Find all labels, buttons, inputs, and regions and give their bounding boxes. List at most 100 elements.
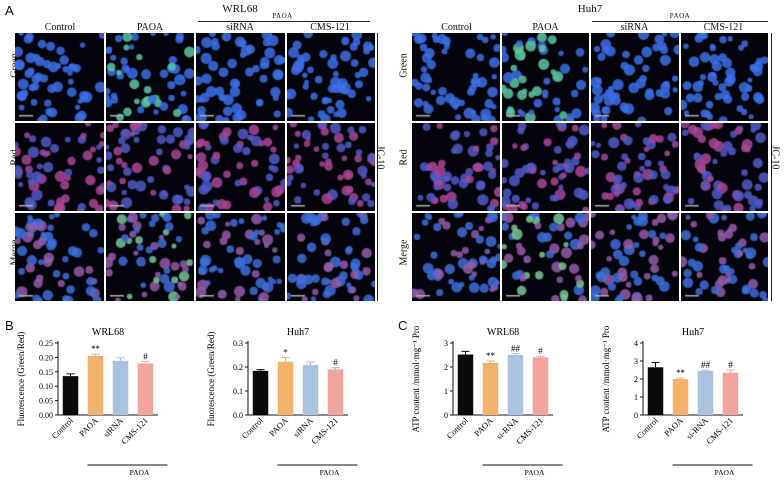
significance-mark: # xyxy=(538,346,543,356)
micrograph-image xyxy=(680,213,768,301)
micrograph-image xyxy=(412,123,500,211)
bar-paoa xyxy=(87,355,104,415)
panel-a-left-paoa-label: PAOA xyxy=(272,12,293,20)
col-label-paoa-huh7: PAOA xyxy=(532,22,559,33)
significance-mark: # xyxy=(728,360,733,370)
micrograph-image xyxy=(15,123,104,211)
bar-cms121 xyxy=(722,372,739,415)
micrograph-image xyxy=(105,33,194,121)
micrograph-merge-cms121 xyxy=(680,213,768,301)
chart-b-huh7: Huh7 Fluorescence (Green/Red) 0.0 0.1 0.2 0.3… xyxy=(206,327,358,477)
row-label-green-huh7: Green xyxy=(398,53,410,78)
y-tick-label: 1 xyxy=(634,393,638,402)
chart-title: Huh7 xyxy=(682,327,704,338)
chart-c-wrl68: WRL68 ATP content /mmol·mg⁻¹ Pro 0 1 2 3 Contr… xyxy=(411,325,563,477)
panel-a-right-paoa-label: PAOA xyxy=(669,12,691,20)
micrograph-image xyxy=(15,213,104,301)
y-tick-label: 0.2 xyxy=(233,363,243,372)
col-label-control-huh7: Control xyxy=(441,22,472,33)
col-label-paoa: PAOA xyxy=(136,22,164,33)
significance-mark: * xyxy=(283,347,288,357)
micrograph-red-paoa xyxy=(501,123,589,211)
micrograph-image xyxy=(501,213,589,301)
col-label-sirna: siRNA xyxy=(226,22,254,33)
chart-title: Huh7 xyxy=(287,327,309,338)
y-tick-label: 0.0 xyxy=(233,411,243,420)
micrograph-image xyxy=(591,213,679,301)
paoa-bracket-label: PAOA xyxy=(715,468,735,477)
panel-a-right-title: Huh7 xyxy=(577,3,603,15)
x-tick-label: CMS-121 xyxy=(309,415,340,446)
micrograph-image xyxy=(15,33,104,121)
x-tick-label: CMS-121 xyxy=(119,415,150,446)
micrograph-image xyxy=(412,33,500,121)
y-tick-label: 0.15 xyxy=(39,368,53,377)
bar-sirna xyxy=(302,365,319,415)
x-tick-label: PAOA xyxy=(267,415,290,438)
x-tick-label: PAOA xyxy=(77,415,100,438)
paoa-bracket-label: PAOA xyxy=(130,468,150,477)
y-tick-label: 0.05 xyxy=(39,397,53,406)
significance-mark: ** xyxy=(486,351,496,361)
col-label-control: Control xyxy=(44,22,76,33)
micrograph-image xyxy=(286,33,375,121)
micrograph-green-sirna xyxy=(591,33,679,121)
y-tick-label: 0.20 xyxy=(39,353,53,362)
micrograph-image xyxy=(680,33,768,121)
col-label-cms121: CMS-121 xyxy=(310,22,350,33)
bar-paoa xyxy=(277,361,294,415)
micrograph-image xyxy=(286,123,375,211)
x-tick-label: PAOA xyxy=(662,415,685,438)
panel-a-left-paoa-line xyxy=(198,21,370,22)
micrograph-image xyxy=(286,213,375,301)
y-tick-label: 2 xyxy=(444,363,448,372)
x-tick-label: Control xyxy=(634,415,660,441)
micrograph-image xyxy=(196,33,285,121)
significance-mark: ** xyxy=(91,344,101,354)
bar-cms121 xyxy=(532,357,549,415)
bar-sirna xyxy=(112,360,129,415)
micrograph-image xyxy=(105,213,194,301)
micrograph-merge-cms121 xyxy=(286,213,375,301)
micrograph-red-sirna xyxy=(196,123,285,211)
bar-control xyxy=(62,376,79,415)
y-tick-label: 0.10 xyxy=(39,382,53,391)
y-axis-label: ATP content /mmol·mg⁻¹ Pro xyxy=(601,325,611,432)
micrograph-green-sirna xyxy=(196,33,285,121)
paoa-bracket-label: PAOA xyxy=(525,468,545,477)
chart-c-huh7: Huh7 ATP content /mmol·mg⁻¹ Pro 0 1 2 3 4 Contr… xyxy=(601,325,753,477)
y-axis-label: ATP content /mmol·mg⁻¹ Pro xyxy=(411,325,421,432)
bar-paoa xyxy=(672,379,689,415)
bar-cms121 xyxy=(327,369,344,415)
micrograph-merge-control xyxy=(15,213,104,301)
significance-mark: # xyxy=(143,351,148,361)
micrograph-green-cms121 xyxy=(286,33,375,121)
micrograph-red-control xyxy=(412,123,500,211)
micrograph-red-cms121 xyxy=(286,123,375,211)
y-tick-label: 1 xyxy=(444,387,448,396)
bar-cms121 xyxy=(137,363,154,415)
micrograph-merge-paoa xyxy=(105,213,194,301)
micrograph-image xyxy=(591,33,679,121)
y-axis-label: Fluorescence (Green/Red) xyxy=(206,332,216,427)
micrograph-red-control xyxy=(15,123,104,211)
micrograph-grid-wrl68 xyxy=(15,33,375,301)
significance-mark: ** xyxy=(676,368,686,378)
micrograph-red-sirna xyxy=(591,123,679,211)
micrograph-green-control xyxy=(412,33,500,121)
paoa-bracket-label: PAOA xyxy=(320,468,340,477)
bar-control xyxy=(647,367,664,415)
y-axis-label: Fluorescence (Green/Red) xyxy=(16,332,26,427)
jc10-label-right: JC-10 xyxy=(769,145,781,170)
y-tick-label: 0.1 xyxy=(233,387,243,396)
bar-sirna xyxy=(697,370,714,415)
micrograph-grid-huh7 xyxy=(412,33,768,301)
row-label-red-huh7: Red xyxy=(398,149,410,166)
jc10-bracket-left xyxy=(377,33,378,301)
panel-a-left-title: WRL68 xyxy=(222,3,258,15)
micrograph-merge-sirna xyxy=(196,213,285,301)
micrograph-image xyxy=(501,33,589,121)
significance-mark: # xyxy=(333,358,338,368)
micrograph-green-paoa xyxy=(501,33,589,121)
micrograph-image xyxy=(105,123,194,211)
